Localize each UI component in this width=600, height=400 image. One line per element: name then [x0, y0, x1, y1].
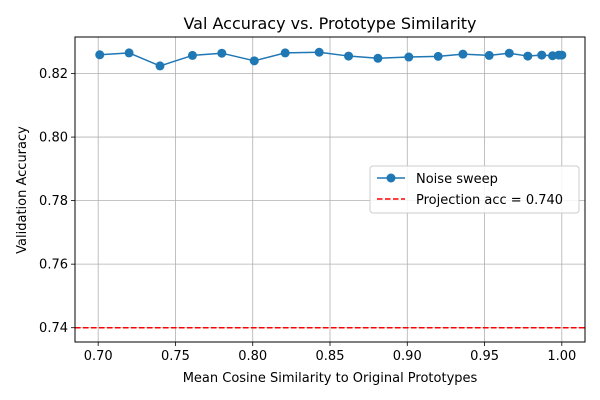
data-point	[314, 47, 324, 57]
x-tick-label: 0.90	[393, 349, 422, 364]
y-tick-label: 0.80	[39, 131, 68, 146]
data-point	[124, 48, 134, 58]
data-point	[187, 50, 197, 60]
x-axis-label: Mean Cosine Similarity to Original Proto…	[183, 371, 478, 386]
data-point	[557, 50, 567, 60]
y-tick-label: 0.76	[39, 258, 68, 273]
x-tick-label: 1.00	[547, 349, 576, 364]
legend: Noise sweep Projection acc = 0.740	[369, 165, 580, 214]
y-tick-label: 0.82	[39, 67, 68, 82]
data-point	[344, 51, 354, 61]
x-tick-label: 0.70	[84, 349, 113, 364]
x-tick-label: 0.85	[316, 349, 345, 364]
data-point	[484, 50, 494, 60]
data-point	[504, 48, 514, 58]
data-point	[155, 61, 165, 71]
data-point	[537, 50, 547, 60]
data-point	[404, 52, 414, 62]
data-point	[95, 50, 105, 60]
legend-label-projection: Projection acc = 0.740	[416, 193, 563, 208]
series	[95, 47, 567, 71]
x-axis: 0.70 0.75 0.80 0.85 0.90 0.95 1.00	[84, 342, 576, 364]
legend-marker-noise-sweep	[386, 173, 396, 183]
y-axis: 0.74 0.76 0.78 0.80 0.82	[39, 67, 75, 336]
x-tick-label: 0.95	[470, 349, 499, 364]
x-tick-label: 0.80	[238, 349, 267, 364]
data-point	[433, 51, 443, 61]
legend-label-noise-sweep: Noise sweep	[416, 172, 498, 187]
data-point	[458, 49, 468, 59]
data-point	[280, 48, 290, 58]
data-point	[217, 48, 227, 58]
chart-title: Val Accuracy vs. Prototype Similarity	[183, 14, 476, 33]
data-point	[523, 51, 533, 61]
y-tick-label: 0.78	[39, 194, 68, 209]
x-tick-label: 0.75	[161, 349, 190, 364]
legend-frame	[369, 165, 580, 214]
data-point	[249, 56, 259, 66]
data-point	[373, 53, 383, 63]
y-tick-label: 0.74	[39, 321, 68, 336]
y-axis-label: Validation Accuracy	[15, 126, 30, 254]
